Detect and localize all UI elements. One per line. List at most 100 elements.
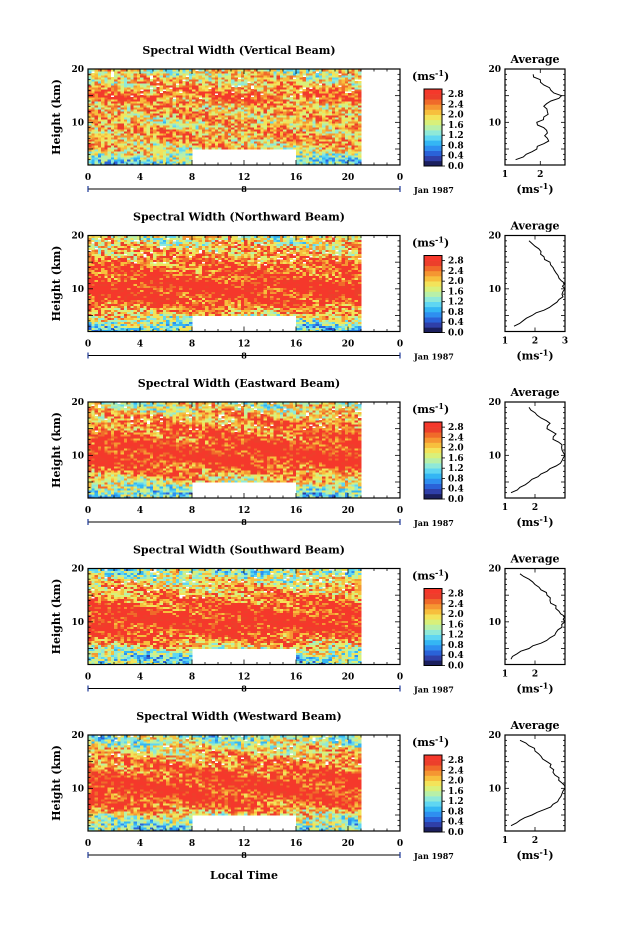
heatmap-cell bbox=[264, 109, 268, 111]
heatmap-cell bbox=[329, 75, 333, 77]
heatmap-cell bbox=[134, 324, 138, 326]
heatmap-cell bbox=[147, 264, 151, 266]
heatmap-cell bbox=[95, 314, 99, 316]
heatmap-cell bbox=[163, 119, 167, 121]
heatmap-cell bbox=[95, 99, 99, 101]
heatmap-cell bbox=[137, 157, 141, 159]
heatmap-cell bbox=[296, 117, 300, 119]
heatmap-cell bbox=[137, 109, 141, 111]
heatmap-cell bbox=[114, 93, 118, 95]
heatmap-cell bbox=[257, 145, 261, 147]
heatmap-cell bbox=[130, 153, 134, 155]
heatmap-cell bbox=[173, 143, 177, 145]
heatmap-cell bbox=[127, 314, 131, 316]
heatmap-cell bbox=[147, 87, 151, 89]
heatmap-cell bbox=[134, 254, 138, 256]
heatmap-cell bbox=[163, 155, 167, 157]
heatmap-cell bbox=[117, 288, 121, 290]
heatmap-cell bbox=[117, 119, 121, 121]
heatmap-cell bbox=[342, 159, 346, 161]
heatmap-cell bbox=[127, 135, 131, 137]
heatmap-cell bbox=[244, 107, 248, 109]
heatmap-cell bbox=[329, 153, 333, 155]
heatmap-cell bbox=[130, 266, 134, 268]
heatmap-cell bbox=[280, 89, 284, 91]
heatmap-cell bbox=[101, 244, 105, 246]
heatmap-cell bbox=[286, 115, 290, 117]
heatmap-cell bbox=[273, 129, 277, 131]
heatmap-cell bbox=[130, 151, 134, 153]
heatmap-cell bbox=[260, 103, 264, 105]
heatmap-cell bbox=[101, 252, 105, 254]
heatmap-cell bbox=[189, 131, 193, 133]
heatmap-cell bbox=[124, 153, 128, 155]
heatmap-cell bbox=[166, 113, 170, 115]
heatmap-cell bbox=[156, 83, 160, 85]
heatmap-cell bbox=[130, 101, 134, 103]
heatmap-cell bbox=[153, 93, 157, 95]
heatmap-cell bbox=[286, 137, 290, 139]
heatmap-cell bbox=[111, 296, 115, 298]
heatmap-cell bbox=[101, 155, 105, 157]
heatmap-cell bbox=[195, 97, 199, 99]
heatmap-cell bbox=[104, 242, 108, 244]
heatmap-cell bbox=[117, 294, 121, 296]
heatmap-cell bbox=[95, 308, 99, 310]
heatmap-cell bbox=[306, 111, 310, 113]
heatmap-cell bbox=[114, 127, 118, 129]
heatmap-cell bbox=[134, 302, 138, 304]
heatmap-cell bbox=[267, 131, 271, 133]
heatmap-cell bbox=[195, 131, 199, 133]
heatmap-cell bbox=[247, 103, 251, 105]
heatmap-cell bbox=[150, 101, 154, 103]
heatmap-cell bbox=[160, 109, 164, 111]
heatmap-cell bbox=[169, 81, 173, 83]
heatmap-cell bbox=[244, 141, 248, 143]
heatmap-cell bbox=[225, 131, 229, 133]
heatmap-cell bbox=[303, 129, 307, 131]
heatmap-cell bbox=[260, 137, 264, 139]
heatmap-cell bbox=[111, 121, 115, 123]
heatmap-cell bbox=[114, 306, 118, 308]
heatmap-cell bbox=[91, 248, 95, 250]
heatmap-cell bbox=[179, 141, 183, 143]
heatmap-cell bbox=[325, 153, 329, 155]
heatmap-cell bbox=[290, 111, 294, 113]
heatmap-cell bbox=[254, 133, 258, 135]
heatmap-cell bbox=[156, 296, 160, 298]
heatmap-cell bbox=[114, 246, 118, 248]
heatmap-cell bbox=[351, 153, 355, 155]
heatmap-cell bbox=[104, 292, 108, 294]
heatmap-cell bbox=[296, 129, 300, 131]
heatmap-cell bbox=[221, 127, 225, 129]
heatmap-cell bbox=[306, 129, 310, 131]
heatmap-cell bbox=[160, 117, 164, 119]
heatmap-cell bbox=[140, 294, 144, 296]
heatmap-cell bbox=[186, 135, 190, 137]
heatmap-cell bbox=[251, 97, 255, 99]
heatmap-cell bbox=[241, 147, 245, 149]
heatmap-cell bbox=[104, 147, 108, 149]
heatmap-cell bbox=[160, 131, 164, 133]
heatmap-cell bbox=[179, 83, 183, 85]
heatmap-cell bbox=[114, 288, 118, 290]
heatmap-cell bbox=[130, 274, 134, 276]
heatmap-cell bbox=[260, 109, 264, 111]
heatmap-cell bbox=[127, 87, 131, 89]
heatmap-cell bbox=[117, 101, 121, 103]
heatmap-cell bbox=[114, 157, 118, 159]
heatmap-cell bbox=[137, 312, 141, 314]
heatmap-cell bbox=[104, 103, 108, 105]
heatmap-cell bbox=[117, 137, 121, 139]
heatmap-cell bbox=[150, 318, 154, 320]
heatmap-cell bbox=[290, 133, 294, 135]
heatmap-cell bbox=[91, 99, 95, 101]
heatmap-cell bbox=[325, 93, 329, 95]
heatmap-cell bbox=[156, 298, 160, 300]
heatmap-cell bbox=[108, 145, 112, 147]
heatmap-cell bbox=[98, 252, 102, 254]
heatmap-cell bbox=[199, 113, 203, 115]
heatmap-cell bbox=[205, 81, 209, 83]
heatmap-cell bbox=[228, 143, 232, 145]
heatmap-cell bbox=[228, 105, 232, 107]
